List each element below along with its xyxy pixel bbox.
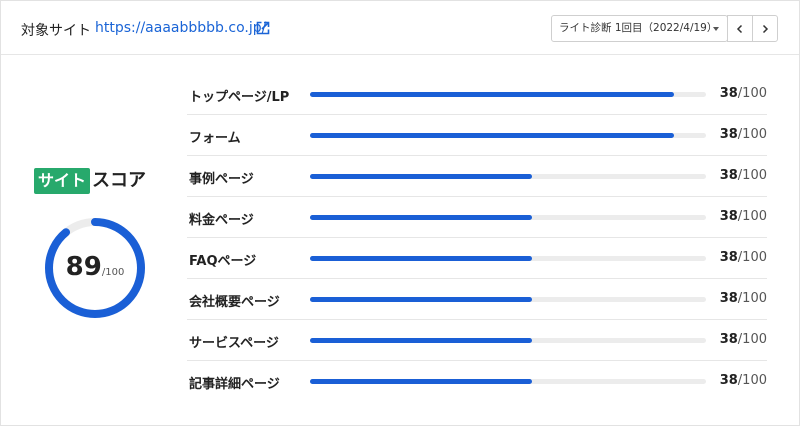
- site-score-title: サイト スコア: [34, 168, 146, 194]
- page-score-number: 38: [719, 250, 738, 265]
- page-score-value: 38/100: [720, 373, 767, 388]
- page-score-number: 38: [719, 332, 738, 347]
- page-score-label: フォーム: [189, 131, 241, 146]
- page-score-fill: [310, 297, 532, 302]
- site-score-gauge: [45, 218, 145, 318]
- page-score-label: 料金ページ: [189, 213, 254, 228]
- diagnosis-select-value: ライト診断 1回目（2022/4/19）: [559, 22, 718, 34]
- page-score-label: トップページ/LP: [189, 90, 290, 105]
- site-score-value: 89/100: [43, 252, 147, 282]
- page-score-row: サービスページ 38/100: [187, 320, 767, 361]
- site-score-number: 89: [65, 252, 102, 282]
- page-score-fill: [310, 174, 532, 179]
- gauge-arc: [45, 218, 145, 318]
- page-score-row: 会社概要ページ 38/100: [187, 279, 767, 320]
- page-score-track: [310, 338, 706, 343]
- page-score-track: [310, 379, 706, 384]
- page-score-max: /100: [737, 250, 767, 265]
- page-score-row: フォーム 38/100: [187, 115, 767, 156]
- target-site-label: 対象サイト: [21, 23, 91, 39]
- page-score-row: 事例ページ 38/100: [187, 156, 767, 197]
- page-score-max: /100: [737, 373, 767, 388]
- page-score-label: 会社概要ページ: [189, 295, 280, 310]
- page-score-value: 38/100: [720, 332, 767, 347]
- page-score-fill: [310, 338, 532, 343]
- page-score-value: 38/100: [720, 291, 767, 306]
- page-score-value: 38/100: [720, 127, 767, 142]
- site-score-max: /100: [101, 267, 125, 278]
- page-score-number: 38: [719, 86, 738, 101]
- page-score-row: 料金ページ 38/100: [187, 197, 767, 238]
- page-score-track: [310, 215, 706, 220]
- page-score-fill: [310, 133, 675, 138]
- page-score-number: 38: [719, 168, 738, 183]
- page-score-max: /100: [737, 291, 767, 306]
- page-score-fill: [310, 215, 532, 220]
- page-score-fill: [310, 92, 675, 97]
- page-score-max: /100: [737, 209, 767, 224]
- page-score-number: 38: [719, 127, 738, 142]
- page-score-max: /100: [737, 127, 767, 142]
- external-link-icon[interactable]: [256, 21, 270, 35]
- page-score-max: /100: [737, 168, 767, 183]
- page-score-fill: [310, 256, 532, 261]
- page-score-row: 記事詳細ページ 38/100: [187, 361, 767, 402]
- page-score-number: 38: [719, 209, 738, 224]
- page-score-value: 38/100: [720, 168, 767, 183]
- panel-header: 対象サイト https://aaaabbbbb.co.jp/ ライト診断 1回目…: [1, 1, 799, 55]
- page-score-track: [310, 297, 706, 302]
- caret-down-icon: [713, 27, 719, 31]
- page-score-row: FAQページ 38/100: [187, 238, 767, 279]
- target-site-link[interactable]: https://aaaabbbbb.co.jp/: [95, 20, 267, 36]
- page-score-value: 38/100: [720, 209, 767, 224]
- chevron-right-icon: [762, 24, 769, 34]
- page-score-number: 38: [719, 291, 738, 306]
- page-score-track: [310, 174, 706, 179]
- diagnosis-select[interactable]: ライト診断 1回目（2022/4/19）: [551, 15, 728, 42]
- previous-diagnosis-button[interactable]: [727, 15, 753, 42]
- next-diagnosis-button[interactable]: [752, 15, 778, 42]
- page-score-row: トップページ/LP 38/100: [187, 74, 767, 115]
- page-score-value: 38/100: [720, 86, 767, 101]
- page-score-label: FAQページ: [189, 254, 257, 269]
- chevron-left-icon: [736, 24, 743, 34]
- site-badge: サイト: [34, 168, 91, 194]
- page-score-track: [310, 133, 706, 138]
- page-score-track: [310, 92, 706, 97]
- page-score-max: /100: [737, 86, 767, 101]
- page-score-label: 記事詳細ページ: [189, 377, 280, 392]
- page-score-label: サービスページ: [189, 336, 279, 351]
- page-score-number: 38: [719, 373, 738, 388]
- page-score-fill: [310, 379, 532, 384]
- page-score-max: /100: [737, 332, 767, 347]
- page-score-value: 38/100: [720, 250, 767, 265]
- site-score-word: スコア: [92, 170, 147, 191]
- page-score-track: [310, 256, 706, 261]
- page-score-label: 事例ページ: [189, 172, 254, 187]
